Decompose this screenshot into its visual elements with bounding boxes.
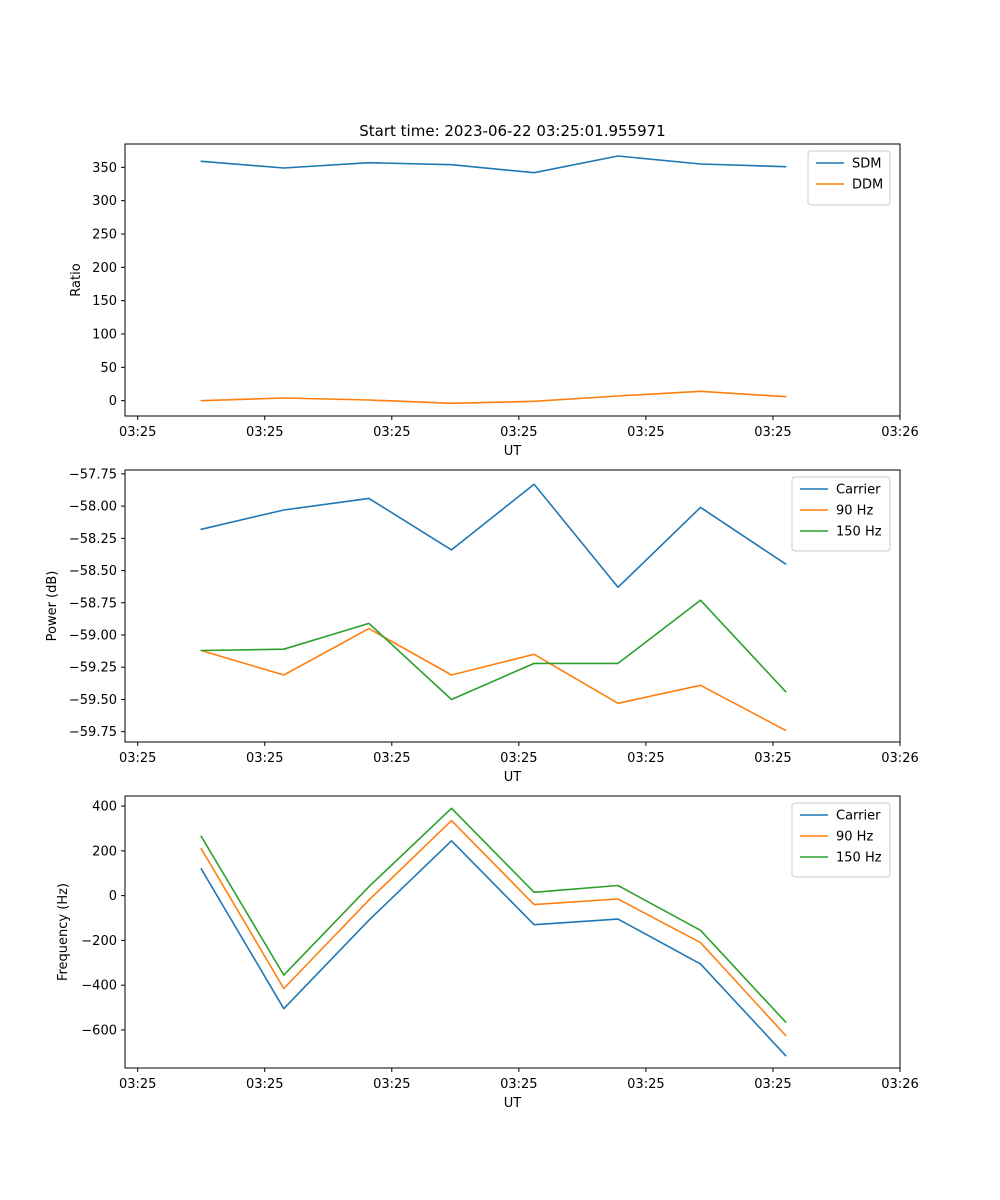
x-tick-label: 03:25 (500, 1077, 537, 1092)
y-tick-label: −57.75 (69, 467, 117, 482)
legend-label: Carrier (836, 809, 881, 824)
power-panel: 03:25 03:25 03:25 03:25 03:25 03:25 03:26 −59.7… (45, 467, 919, 785)
y-tick-label: −59.75 (69, 725, 117, 740)
y-tick-label: −58.50 (69, 564, 117, 579)
x-tick-label: 03:25 (119, 1077, 156, 1092)
x-tick-label: 03:25 (627, 751, 664, 766)
y-tick-label: 200 (92, 261, 117, 276)
x-tick-label: 03:25 (119, 425, 156, 440)
y-tick-label: 50 (100, 361, 117, 376)
legend-label: 150 Hz (836, 525, 882, 540)
chart-title: Start time: 2023-06-22 03:25:01.955971 (359, 122, 665, 140)
x-axis-label: UT (504, 444, 522, 459)
y-axis-label: Ratio (69, 263, 84, 296)
x-tick-label: 03:25 (627, 1077, 664, 1092)
series-line-sdm (200, 155, 787, 174)
x-tick-label: 03:25 (627, 425, 664, 440)
y-tick-label: 150 (92, 294, 117, 309)
ratio-panel: 03:25 03:25 03:25 03:25 03:25 03:25 03:26 0 50 10… (69, 122, 919, 459)
x-axis-label: UT (504, 770, 522, 785)
x-tick-label: 03:25 (754, 1077, 791, 1092)
y-axis-label: Power (dB) (45, 571, 60, 642)
x-axis-label: UT (504, 1096, 522, 1111)
legend-label: SDM (852, 157, 881, 172)
x-tick-label: 03:25 (246, 751, 283, 766)
y-tick-label: 250 (92, 228, 117, 243)
axes-frame (124, 143, 901, 417)
x-tick-label: 03:25 (119, 751, 156, 766)
y-axis-label: Frequency (Hz) (56, 883, 71, 981)
y-tick-label: 350 (92, 161, 117, 176)
y-tick-label: 400 (92, 800, 117, 815)
y-tick-label: −400 (81, 979, 117, 994)
series-line-90-hz (200, 627, 787, 732)
axes-frame (124, 469, 901, 743)
legend: SDM DDM (807, 150, 891, 206)
series-line-carrier (200, 839, 787, 1057)
x-tick-label: 03:25 (754, 425, 791, 440)
x-tick-label: 03:26 (881, 425, 918, 440)
legend-label: Carrier (836, 483, 881, 498)
y-tick-label: 0 (109, 394, 117, 409)
legend-box (807, 150, 891, 206)
y-tick-label: −58.25 (69, 532, 117, 547)
y-tick-label: −59.00 (69, 629, 117, 644)
y-tick-label: −600 (81, 1023, 117, 1038)
x-tick-label: 03:25 (246, 1077, 283, 1092)
x-tick-label: 03:26 (881, 751, 918, 766)
legend-label: 90 Hz (836, 504, 873, 519)
legend: Carrier 90 Hz 150 Hz (791, 476, 891, 552)
x-tick-label: 03:25 (373, 1077, 410, 1092)
legend-label: 150 Hz (836, 851, 882, 866)
y-tick-label: −58.00 (69, 500, 117, 515)
legend-label: 90 Hz (836, 830, 873, 845)
x-tick-label: 03:26 (881, 1077, 918, 1092)
legend-box (791, 802, 891, 878)
y-tick-label: 100 (92, 328, 117, 343)
x-tick-label: 03:25 (246, 425, 283, 440)
y-tick-label: 300 (92, 194, 117, 209)
legend-box (791, 476, 891, 552)
axes-frame (124, 795, 901, 1069)
x-tick-label: 03:25 (500, 425, 537, 440)
y-tick-label: −59.25 (69, 661, 117, 676)
x-tick-label: 03:25 (373, 751, 410, 766)
y-tick-label: 0 (109, 889, 117, 904)
frequency-panel: 03:25 03:25 03:25 03:25 03:25 03:25 03:26 −600 −… (56, 795, 919, 1111)
y-tick-label: −58.75 (69, 596, 117, 611)
y-tick-label: 200 (92, 844, 117, 859)
y-tick-label: −59.50 (69, 693, 117, 708)
legend: Carrier 90 Hz 150 Hz (791, 802, 891, 878)
y-tick-label: −200 (81, 934, 117, 949)
series-line-150-hz (200, 807, 787, 1023)
legend-label: DDM (852, 178, 883, 193)
x-tick-label: 03:25 (500, 751, 537, 766)
x-tick-label: 03:25 (754, 751, 791, 766)
series-line-150-hz (200, 599, 787, 701)
x-tick-label: 03:25 (373, 425, 410, 440)
series-line-ddm (200, 390, 787, 405)
series-line-90-hz (200, 819, 787, 1037)
series-line-carrier (200, 483, 787, 589)
